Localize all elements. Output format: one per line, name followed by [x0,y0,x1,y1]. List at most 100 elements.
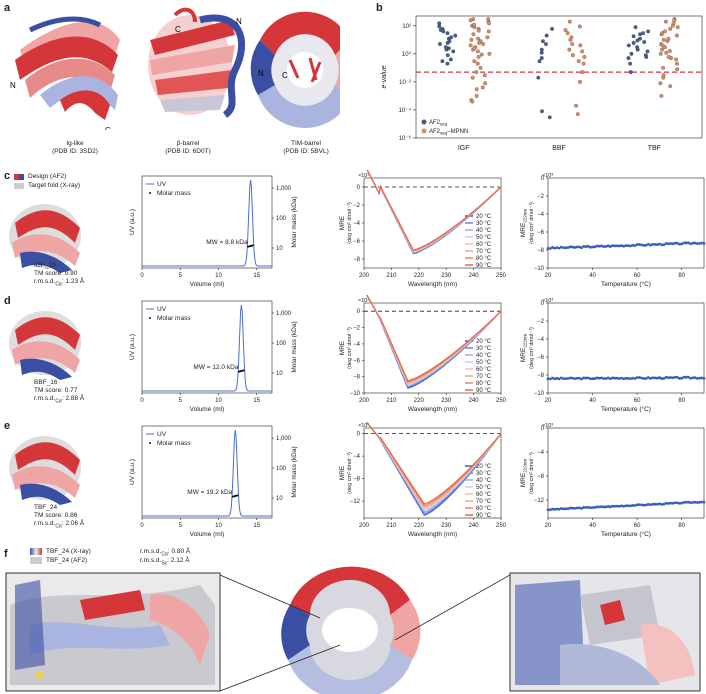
data-point [470,75,475,80]
sec-chart-e: 0 5 10 15 Volume (ml) UV (a.u.) Molar mass (kD… [129,425,298,538]
melt-point [631,504,635,507]
melt-point [553,377,557,381]
melt-point [658,242,661,246]
cd-chart-c: ×10³ 200 210 220 230 240 250 Wavelength (nm) 0 −2… [339,170,506,288]
data-point [544,33,549,38]
melt-point [675,501,679,505]
melt-point [591,377,594,381]
bb-c-label: C [175,25,181,34]
tim-barrel-structure [250,11,340,128]
melt-point [582,245,586,248]
data-point [675,67,680,72]
ig-c-label: C [105,126,111,130]
melt-point [546,247,550,250]
melt-point [624,244,628,248]
melt-point [680,501,684,505]
x-tick-label: 230 [441,523,452,529]
melt-point [606,244,610,248]
data-point [675,25,680,30]
melt-point [613,244,617,248]
legend-temp: 80 °C [476,381,492,387]
data-point [537,59,542,64]
data-point [674,57,679,62]
melt-point [629,244,632,248]
melt-point [566,377,570,380]
data-point [581,61,586,66]
rmsd: r.m.s.d.Cα: 1.23 Å [34,278,85,288]
melt-point [577,506,581,510]
y-axis-label-units: (deg cm² dmol⁻¹) [529,202,535,244]
melt-point [551,246,554,249]
melt-point [649,377,652,380]
structure-d [9,311,81,380]
melt-point [588,506,592,510]
melt-point [546,377,550,381]
y-axis-label: MRE [339,465,346,480]
melt-point [626,376,630,380]
x-tick-label: 80 [678,273,685,279]
legend-temp: 80 °C [476,256,492,262]
y-tick-label: −10 [534,266,545,272]
y-tick-label: −2 [537,194,545,200]
data-point [670,23,675,28]
y-tick-label: 10² [402,24,411,30]
data-point [663,19,668,24]
melt-point [698,500,701,504]
data-point [468,18,473,23]
melt-point [682,501,686,504]
melt-point [593,506,597,509]
melt-point [698,376,701,380]
x-tick-label: 20 [545,273,552,279]
melt-point [680,242,684,246]
melt-point [629,377,632,381]
melt-point [622,244,626,248]
panel-label-f: f [4,548,8,560]
panel-f-structures [5,548,701,694]
y-tick-label: −2 [353,203,361,209]
x-tick-label: 210 [386,398,397,404]
melt-point [577,376,581,380]
melt-point [700,376,704,380]
melt-point [695,501,699,504]
x-tick-label: 5 [179,523,183,529]
zoom-box-right [509,572,701,692]
uv-trace [142,429,272,517]
x-tick-label: 0 [140,523,144,529]
melt-point [637,243,641,246]
melt-point [602,505,606,509]
plot-frame [415,15,703,139]
melt-point [666,242,670,246]
melt-point [660,243,664,247]
data-point [486,29,491,34]
panel-a-structures: N C N C N C [10,7,340,130]
melt-point [671,242,675,246]
melt-point [548,247,552,250]
beta-barrel-structure [148,7,246,118]
legend-xray-swatch [30,548,42,555]
tm-score: TM score: 0.77 [34,387,78,394]
data-point [445,41,450,45]
x-axis-label: Wavelength (nm) [408,281,457,288]
data-point [472,59,477,64]
melt-point [600,244,603,248]
melt-point [573,246,577,249]
y-axis-label-left: UV (a.u.) [129,459,136,485]
y-tick-label: −8 [537,474,545,480]
data-point [660,43,665,48]
right-tick-label: 10 [276,371,283,377]
data-point [487,51,492,56]
melt-point [655,376,659,380]
data-point [474,70,479,75]
data-point [635,38,640,43]
melt-point [662,377,666,380]
melt-point [684,375,688,379]
legend-af2-text: TBF_24 (AF2) [46,557,88,564]
melt-point [555,376,559,380]
melt-point [640,243,643,247]
y-tick-label: −8 [353,257,361,263]
melt-point [664,375,668,379]
melt-point [633,504,637,507]
melt-point [626,504,630,508]
melt-point [689,242,693,246]
y-axis-label-right: Molar mass (kDa) [291,196,298,247]
